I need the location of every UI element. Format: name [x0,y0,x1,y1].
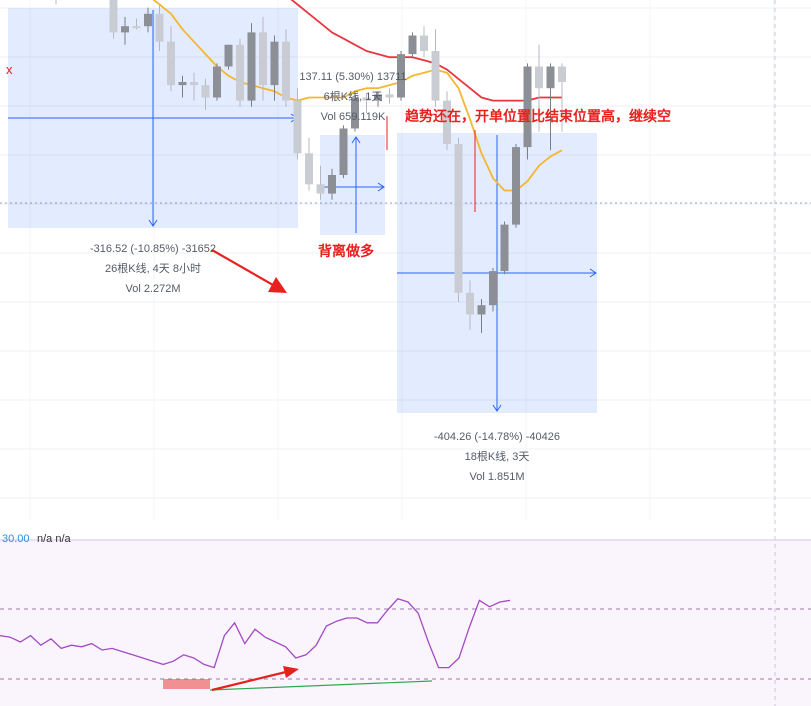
candle-body [167,41,175,86]
measure-up-vol: Vol 659.119K [321,111,386,123]
ma-slow-line [290,0,562,102]
arrows [211,116,476,293]
candle-body [305,153,313,185]
oversold-fill [163,679,210,689]
candle-body [500,224,509,272]
measure-down-1-change: -316.52 (-10.85%) -31652 [90,243,216,255]
candle-body [397,54,405,98]
measure-down-1-bars: 26根K线, 4天 8小时 [105,261,201,275]
candle-body [431,51,440,101]
candle-body [339,128,348,175]
candle-body [477,305,486,315]
ma-fast-line [152,0,563,192]
divergence-arrow-indicator-head [283,666,299,678]
candle-body [408,35,417,55]
candle-body [213,66,221,98]
moving-averages [152,0,563,192]
annotation-divergence-long: 背离做多 [318,243,374,259]
annotation-trend-continue-short: 趋势还在，开单位置比结束位置高，继续空 [405,108,671,124]
cross-marker: x [6,62,13,77]
candle-body [282,41,290,101]
candle-body [155,13,164,42]
candle-body [259,32,267,86]
indicator-header-value: 30.00 [2,533,30,545]
candle-body [466,292,474,315]
measure-down-2-change: -404.26 (-14.78%) -40426 [434,431,560,443]
candle-body [523,66,532,148]
candle-body [535,66,543,89]
divergence-arrow-indicator [211,669,291,692]
candle-body [178,82,187,86]
divergence-arrow-price [211,249,281,290]
candle-body [420,35,428,51]
measure-box-up-h-arrow [377,182,385,192]
candle-body [109,0,118,33]
indicator-background [0,540,811,706]
candle-body [316,184,325,194]
measure-up-change: 137.11 (5.30%) 13711 [299,71,406,83]
indicator-pane [0,539,811,706]
candle-body [443,100,451,144]
measure-box-up-v-arrow [351,136,361,144]
measure-down-2-bars: 18根K线, 3天 [465,449,530,463]
measure-down-2-vol: Vol 1.851M [469,471,524,483]
candle-body [293,100,302,154]
candle-body [546,66,555,89]
candle-body [362,97,371,101]
measure-box-down-2-h-arrow [589,268,597,278]
candle-body [121,26,129,33]
measure-down-1-vol: Vol 2.272M [125,283,180,295]
candle-body [558,66,566,82]
candle-body [201,85,210,98]
candle-body [351,97,359,129]
indicator-header-rest: n/a n/a [37,533,72,545]
candle-body [236,44,244,101]
candle-body [489,271,497,306]
candle-body [132,26,141,29]
indicator-line [0,598,511,669]
measure-up-bars: 6根K线, 1天 [324,89,383,103]
candle-body [454,144,463,293]
measure-box-down-2-v-arrow [492,404,502,412]
candle-body [385,94,394,98]
divergence-line-indicator [209,680,433,691]
measurement-boxes [8,8,597,413]
candle-body [224,44,233,67]
candle-body [190,82,198,86]
candlesticks[interactable] [6,0,566,334]
candle-body [144,13,152,27]
candle-body [270,41,279,86]
candle-body [328,175,336,194]
candle-body [512,147,520,225]
measure-box-down-1-v-arrow [148,219,158,227]
candle-body [374,94,382,101]
divergence-arrow-price-head [268,277,287,293]
candle-body [247,32,256,101]
